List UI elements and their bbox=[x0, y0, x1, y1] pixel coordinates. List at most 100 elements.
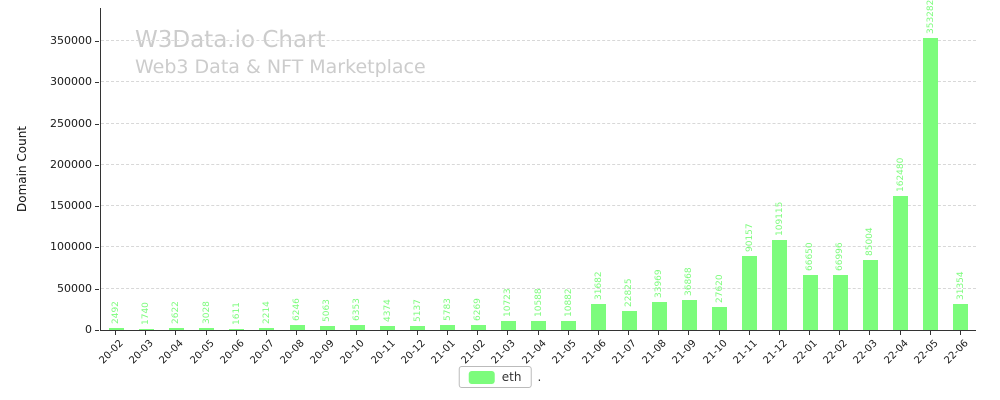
bar-value-label: 6246 bbox=[292, 297, 303, 321]
x-tick-mark bbox=[416, 331, 418, 335]
bar-22-02 bbox=[832, 274, 848, 330]
bar-value-label: 27620 bbox=[714, 274, 725, 304]
x-tick-label: 20-04 bbox=[157, 338, 187, 367]
legend-swatch bbox=[468, 370, 495, 384]
bar-20-05 bbox=[199, 327, 215, 330]
x-tick-label: 21-01 bbox=[429, 338, 458, 367]
y-axis-label: Domain Count bbox=[15, 126, 29, 213]
x-tick-label: 20-02 bbox=[97, 338, 126, 367]
bar-value-label: 5137 bbox=[412, 298, 423, 322]
bar-22-06 bbox=[953, 304, 969, 330]
bar-20-02 bbox=[108, 327, 124, 330]
legend-suffix: . bbox=[537, 370, 542, 384]
bar-value-label: 5063 bbox=[322, 298, 333, 322]
bar-22-03 bbox=[862, 259, 878, 330]
x-tick-label: 22-04 bbox=[882, 338, 911, 367]
x-tick-mark bbox=[386, 331, 388, 335]
y-tick-label: 200000 bbox=[50, 157, 92, 171]
x-tick-label: 21-09 bbox=[670, 338, 700, 367]
y-tick-mark bbox=[95, 123, 99, 125]
plot-area: 2492 1740 2622 3028 1611 2214 6246 5063 6353 4374… bbox=[100, 0, 976, 331]
bar-20-03 bbox=[138, 328, 154, 330]
x-tick-mark bbox=[899, 331, 901, 335]
x-tick-label: 21-11 bbox=[731, 338, 760, 367]
bar-20-08 bbox=[289, 324, 305, 330]
y-tick-mark bbox=[95, 41, 99, 43]
x-tick-label: 20-06 bbox=[218, 338, 247, 367]
x-tick-label: 21-06 bbox=[580, 338, 609, 367]
x-tick-mark bbox=[929, 331, 931, 335]
x-tick-mark bbox=[839, 331, 841, 335]
x-tick-mark bbox=[205, 331, 207, 335]
y-tick-label: 350000 bbox=[50, 34, 92, 48]
y-tick-label: 100000 bbox=[50, 240, 92, 254]
bar-21-08 bbox=[651, 301, 667, 330]
x-tick-mark bbox=[115, 331, 117, 335]
y-tick-mark bbox=[95, 288, 99, 290]
bar-value-label: 3028 bbox=[201, 300, 212, 324]
bar-21-01 bbox=[440, 325, 456, 330]
x-tick-label: 20-10 bbox=[338, 338, 368, 367]
bar-21-05 bbox=[561, 321, 577, 330]
bar-value-label: 5783 bbox=[442, 298, 453, 322]
bar-value-label: 1611 bbox=[231, 301, 242, 325]
x-tick-mark bbox=[718, 331, 720, 335]
x-tick-mark bbox=[326, 331, 328, 335]
bar-22-05 bbox=[923, 38, 939, 330]
bar-value-label: 6269 bbox=[473, 297, 484, 321]
bar-value-label: 10588 bbox=[533, 288, 544, 318]
y-tick-label: 0 bbox=[85, 323, 92, 336]
bar-20-12 bbox=[410, 325, 426, 330]
bar-value-label: 109115 bbox=[774, 201, 785, 236]
y-tick-mark bbox=[95, 247, 99, 249]
y-tick-label: 250000 bbox=[50, 116, 92, 130]
x-tick-mark bbox=[507, 331, 509, 335]
gridline bbox=[101, 205, 976, 207]
gridline bbox=[101, 40, 976, 42]
bar-20-07 bbox=[259, 328, 275, 330]
bar-value-label: 10723 bbox=[503, 288, 514, 318]
bar-21-11 bbox=[742, 255, 758, 330]
bar-value-label: 66996 bbox=[835, 242, 846, 271]
x-tick-label: 20-05 bbox=[188, 338, 217, 367]
x-tick-label: 22-02 bbox=[821, 338, 850, 367]
x-tick-mark bbox=[446, 331, 448, 335]
y-tick-mark bbox=[95, 164, 99, 166]
gridline bbox=[101, 122, 976, 124]
x-tick-mark bbox=[537, 331, 539, 335]
y-tick-label: 150000 bbox=[50, 199, 92, 213]
x-tick-mark bbox=[809, 331, 811, 335]
legend-label: eth bbox=[501, 370, 522, 384]
bar-value-label: 85004 bbox=[865, 227, 876, 256]
x-tick-label: 21-08 bbox=[640, 338, 669, 367]
bar-value-label: 1740 bbox=[141, 301, 152, 325]
y-tick-label: 50000 bbox=[57, 281, 92, 295]
x-tick-label: 22-05 bbox=[912, 338, 941, 367]
bar-21-09 bbox=[681, 299, 697, 330]
x-tick-label: 22-01 bbox=[791, 338, 820, 367]
x-tick-label: 20-12 bbox=[399, 338, 428, 367]
bar-value-label: 90157 bbox=[744, 222, 755, 252]
bar-21-06 bbox=[591, 303, 607, 330]
legend-item-eth[interactable]: eth bbox=[458, 366, 532, 388]
bar-20-09 bbox=[319, 325, 335, 330]
x-tick-label: 20-08 bbox=[278, 338, 307, 367]
x-tick-label: 20-09 bbox=[308, 338, 338, 367]
bar-value-label: 2214 bbox=[261, 301, 272, 325]
y-tick-label: 300000 bbox=[50, 75, 92, 89]
x-tick-mark bbox=[597, 331, 599, 335]
x-tick-label: 21-10 bbox=[700, 338, 730, 367]
x-tick-mark bbox=[778, 331, 780, 335]
bar-value-label: 162480 bbox=[895, 157, 906, 192]
legend: eth . bbox=[458, 366, 542, 388]
x-tick-mark bbox=[145, 331, 147, 335]
x-tick-label: 22-06 bbox=[942, 338, 971, 367]
bar-21-07 bbox=[621, 311, 637, 330]
bar-value-label: 31682 bbox=[593, 271, 604, 300]
x-tick-mark bbox=[296, 331, 298, 335]
x-tick-label: 21-05 bbox=[550, 338, 579, 367]
x-tick-mark bbox=[175, 331, 177, 335]
x-tick-mark bbox=[356, 331, 358, 335]
bar-value-label: 36868 bbox=[684, 266, 695, 296]
